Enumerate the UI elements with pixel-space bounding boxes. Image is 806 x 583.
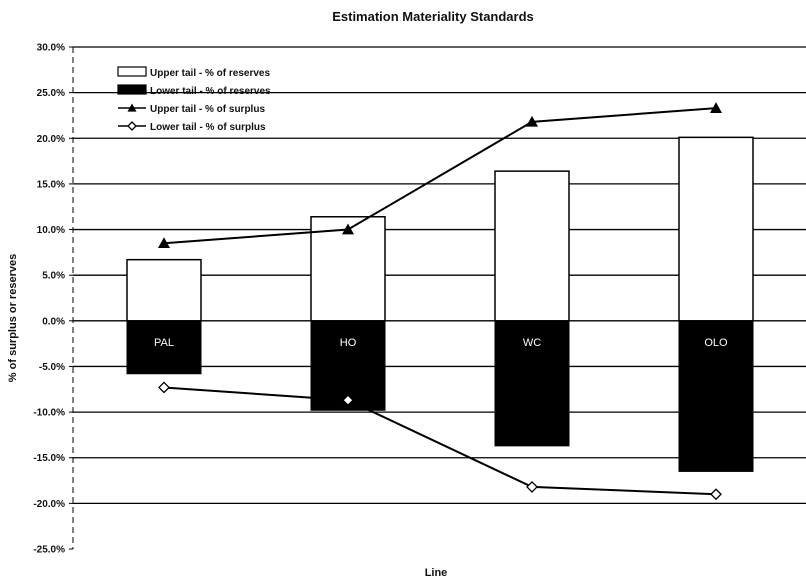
y-tick-label: -5.0%	[39, 362, 65, 373]
legend-label: Lower tail - % of surplus	[150, 122, 266, 133]
chart-title: Estimation Materiality Standards	[332, 9, 534, 24]
legend-marker	[127, 121, 137, 131]
bar-upper-reserves	[678, 136, 754, 322]
bar-lower-reserves	[494, 320, 570, 447]
legend: Upper tail - % of reserves Lower tail - %…	[117, 66, 271, 133]
bar-upper-reserves	[494, 170, 570, 322]
y-tick-label: -25.0%	[33, 545, 65, 556]
point-upper-surplus	[342, 223, 354, 235]
y-axis-ticks: 30.0% 25.0% 20.0% 15.0% 10.0% 5.0% 0.0% -5.0% -1…	[33, 43, 73, 556]
line-lower-surplus	[163, 386, 717, 496]
bar-lower-reserves	[678, 320, 754, 472]
category-label: WC	[523, 337, 541, 349]
point-lower-surplus	[526, 481, 538, 493]
y-tick-label: 30.0%	[37, 43, 65, 54]
y-tick-label: 25.0%	[37, 88, 65, 99]
point-lower-surplus	[342, 394, 354, 407]
bar-lower-reserves	[310, 320, 386, 411]
legend-swatch	[117, 66, 147, 77]
y-axis-label: % of surplus or reserves	[7, 254, 19, 382]
point-upper-surplus	[710, 102, 722, 113]
category-label: HO	[340, 337, 357, 349]
point-lower-surplus	[158, 381, 170, 394]
legend-label: Upper tail - % of surplus	[150, 104, 265, 115]
category-labels: PAL HO WC OLO	[154, 337, 728, 349]
y-tick-label: 20.0%	[37, 134, 65, 145]
point-upper-surplus	[158, 237, 170, 249]
y-tick-label: 10.0%	[37, 225, 65, 236]
y-tick-label: -10.0%	[33, 408, 65, 419]
point-lower-surplus	[710, 488, 722, 501]
legend-label: Lower tail - % of reserves	[150, 86, 271, 97]
series-lines	[158, 102, 722, 501]
legend-label: Upper tail - % of reserves	[150, 68, 270, 79]
category-label: PAL	[154, 337, 174, 349]
bars	[126, 136, 754, 472]
x-axis-label: Line	[425, 567, 448, 579]
legend-marker	[127, 103, 137, 112]
line-upper-surplus	[163, 107, 717, 245]
bar-lower-reserves	[126, 320, 202, 375]
y-tick-label: -15.0%	[33, 453, 65, 464]
point-upper-surplus	[526, 115, 538, 127]
legend-swatch	[117, 84, 147, 95]
category-label: OLO	[704, 337, 728, 349]
y-tick-label: 0.0%	[42, 316, 65, 327]
y-tick-label: 5.0%	[42, 271, 65, 282]
bar-upper-reserves	[126, 258, 202, 322]
y-tick-label: -20.0%	[33, 499, 65, 510]
y-tick-label: 15.0%	[37, 179, 65, 190]
